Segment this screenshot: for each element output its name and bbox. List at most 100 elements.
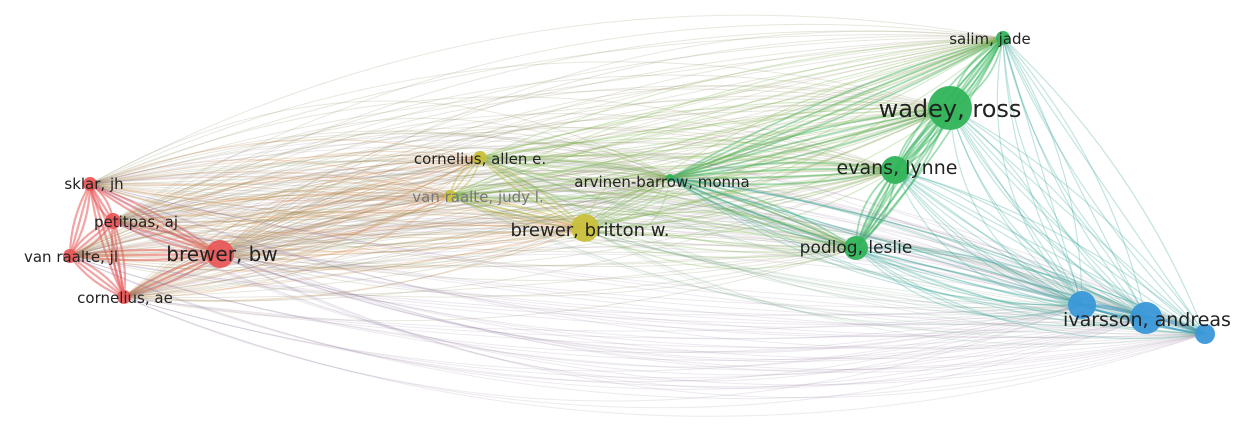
- node-brewer-britton[interactable]: [571, 214, 599, 242]
- coauthor-link-191: [112, 146, 671, 222]
- coauthor-link-162: [89, 182, 857, 249]
- coauthor-link-77: [669, 177, 857, 249]
- coauthor-link-36: [449, 195, 586, 229]
- coauthor-link-456: [894, 169, 1083, 306]
- coauthor-link-127: [69, 195, 451, 257]
- label-arvinen[interactable]: arvinen-barrow, monna: [574, 173, 750, 191]
- coauthor-link-140: [123, 195, 451, 298]
- label-cornelius-allen[interactable]: cornelius, allen e.: [414, 150, 546, 168]
- coauthor-link-51: [669, 107, 951, 179]
- node-blue-a[interactable]: [1130, 302, 1162, 334]
- label-evans[interactable]: evans, lynne: [837, 157, 958, 179]
- coauthor-link-419: [449, 195, 1147, 326]
- coauthor-link-286: [112, 195, 1083, 306]
- coauthor-link-98: [112, 157, 481, 222]
- coauthor-link-367: [449, 107, 951, 197]
- node-sklar[interactable]: [83, 177, 97, 191]
- label-brewer-bw[interactable]: brewer, bw: [166, 242, 277, 266]
- coauthor-link-223: [69, 107, 951, 257]
- coauthor-link-148: [89, 107, 951, 185]
- coauthor-link-194: [112, 177, 671, 248]
- coauthor-link-122: [69, 157, 481, 257]
- coauthor-link-302: [219, 253, 1083, 316]
- coauthor-link-345: [479, 101, 951, 159]
- coauthor-link-33: [479, 157, 586, 229]
- coauthor-link-190: [112, 117, 671, 222]
- coauthor-link-414: [449, 193, 1083, 306]
- coauthor-link-266: [123, 170, 671, 298]
- node-petitpas[interactable]: [105, 213, 121, 229]
- label-vanraalte-judy[interactable]: van raalte, judy l.: [412, 188, 543, 206]
- coauthor-link-131: [69, 227, 586, 258]
- coauthor-link-155: [89, 96, 896, 185]
- coauthor-link-279: [89, 183, 1147, 362]
- node-vanraalte-jl[interactable]: [63, 249, 77, 263]
- coauthor-link-144: [123, 227, 586, 302]
- coauthor-link-270: [89, 135, 1083, 306]
- coauthor-link-269: [123, 177, 671, 303]
- node-cornelius-allen[interactable]: [473, 151, 487, 165]
- node-layer: [63, 31, 1215, 344]
- coauthor-link-248: [123, 107, 951, 298]
- coauthor-link-253: [123, 37, 1004, 298]
- coauthor-link-163: [89, 183, 857, 249]
- node-salim[interactable]: [996, 31, 1010, 45]
- coauthor-link-150: [89, 14, 1004, 185]
- coauthor-link-128: [69, 195, 451, 262]
- coauthor-link-184: [112, 169, 896, 245]
- label-cornelius-ae[interactable]: cornelius, ae: [77, 289, 173, 307]
- label-ivarsson[interactable]: ivarsson, andreas: [1063, 309, 1231, 331]
- coauthor-link-160: [89, 132, 857, 249]
- coauthor-link-296: [112, 203, 1206, 335]
- node-blue-c[interactable]: [1195, 324, 1215, 344]
- coauthor-link-394: [584, 169, 896, 229]
- label-brewer-britton[interactable]: brewer, britton w.: [510, 220, 669, 241]
- node-wadey[interactable]: [928, 86, 972, 130]
- coauthor-link-186: [112, 183, 857, 249]
- coauthor-link-434: [949, 107, 1083, 306]
- node-podlog[interactable]: [844, 236, 868, 260]
- coauthor-link-87: [89, 157, 481, 186]
- coauthor-link-478: [855, 247, 1206, 335]
- node-brewer-bw[interactable]: [206, 240, 234, 268]
- coauthor-link-354: [479, 154, 896, 171]
- label-wadey[interactable]: wadey, ross: [879, 95, 1022, 123]
- node-vanraalte-judy[interactable]: [444, 190, 456, 202]
- label-vanraalte-jl[interactable]: van raalte, jl: [24, 248, 118, 266]
- coauthor-link-397: [584, 211, 857, 249]
- label-podlog[interactable]: podlog, leslie: [800, 238, 913, 258]
- label-sklar[interactable]: sklar, jh: [64, 175, 123, 193]
- coauthor-link-491: [669, 177, 1206, 335]
- coauthor-link-388: [584, 107, 951, 229]
- coauthor-link-221: [69, 104, 951, 257]
- coauthor-link-241: [69, 159, 671, 257]
- coauthor-link-310: [219, 189, 1206, 335]
- coauthor-link-126: [69, 195, 451, 257]
- coauthor-link-272: [89, 183, 1083, 306]
- coauthor-link-465: [894, 169, 1206, 335]
- coauthor-link-90: [89, 176, 451, 197]
- label-salim[interactable]: salim, jade: [949, 30, 1031, 48]
- coauthor-link-318: [69, 255, 1083, 354]
- coauthor-link-196: [219, 104, 951, 255]
- node-ivarsson[interactable]: [1068, 291, 1096, 319]
- coauthor-link-228: [69, 37, 1004, 257]
- coauthor-link-152: [89, 37, 1004, 185]
- node-evans[interactable]: [881, 156, 909, 184]
- coauthor-link-103: [112, 195, 451, 223]
- coauthor-link-117: [219, 209, 586, 255]
- node-arvinen[interactable]: [666, 174, 674, 182]
- coauthor-link-376: [449, 169, 896, 215]
- label-petitpas[interactable]: petitpas, aj: [94, 213, 178, 231]
- coauthor-link-91: [89, 183, 451, 202]
- coauthor-link-385: [584, 107, 951, 229]
- coauthor-link-306: [219, 221, 1147, 319]
- coauthor-link-153: [89, 37, 1004, 185]
- coauthor-link-395: [584, 169, 896, 229]
- coauthor-link-183: [112, 169, 896, 222]
- coauthor-link-335: [123, 206, 1147, 319]
- coauthor-link-472: [855, 247, 1147, 319]
- coauthor-link-93: [89, 171, 586, 229]
- node-cornelius-ae[interactable]: [117, 290, 131, 304]
- coauthor-link-268: [123, 177, 671, 298]
